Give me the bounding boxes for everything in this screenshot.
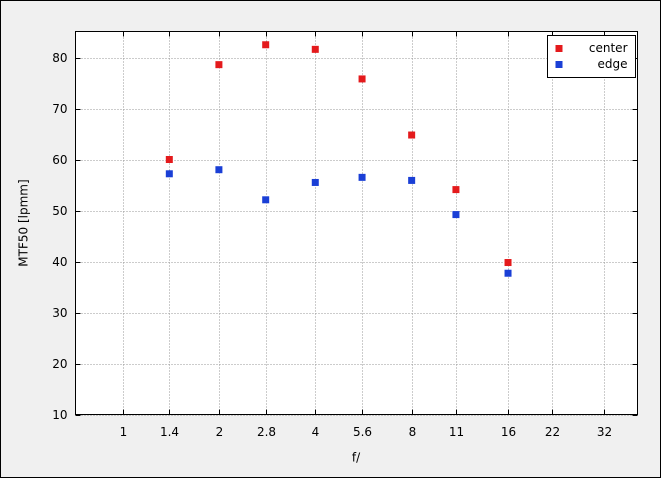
legend-label: center (589, 41, 628, 55)
point (504, 259, 512, 267)
x-tick-label: 1.4 (160, 425, 179, 439)
y-tick-label: 50 (52, 204, 67, 218)
y-axis-label: MTF50 [lpmm] (17, 179, 31, 266)
legend-marker (555, 45, 563, 52)
point (311, 45, 319, 53)
y-tick-label: 30 (52, 306, 67, 320)
x-tick-label: 22 (545, 425, 560, 439)
x-tick-label: 2 (216, 425, 224, 439)
point (311, 178, 319, 186)
y-tick-label: 20 (52, 357, 67, 371)
point (452, 211, 460, 219)
point (408, 131, 416, 139)
plot-area (75, 31, 638, 415)
legend-box (547, 35, 636, 78)
y-tick-label: 60 (52, 153, 67, 167)
point (215, 166, 223, 174)
point (358, 173, 366, 181)
x-tick-label: 1 (120, 425, 128, 439)
point (165, 170, 173, 178)
y-tick-label: 70 (52, 102, 67, 116)
x-tick-label: 4 (312, 425, 320, 439)
x-tick-label: 8 (409, 425, 417, 439)
point (165, 156, 173, 164)
point (262, 196, 270, 204)
point (215, 61, 223, 69)
x-axis-label: f/ (352, 451, 361, 465)
legend-marker (555, 61, 563, 68)
y-tick-label: 10 (52, 408, 67, 422)
x-tick-label: 2.8 (257, 425, 276, 439)
point (262, 41, 270, 49)
x-tick-label: 5.6 (353, 425, 372, 439)
x-tick-label: 11 (449, 425, 464, 439)
y-tick-label: 40 (52, 255, 67, 269)
point (504, 269, 512, 277)
point (408, 176, 416, 184)
legend-label: edge (598, 57, 628, 71)
x-tick-label: 16 (501, 425, 516, 439)
plot-frame (75, 31, 638, 415)
y-tick-label: 80 (52, 51, 67, 65)
point (358, 75, 366, 83)
x-tick-label: 32 (597, 425, 612, 439)
point (452, 186, 460, 194)
